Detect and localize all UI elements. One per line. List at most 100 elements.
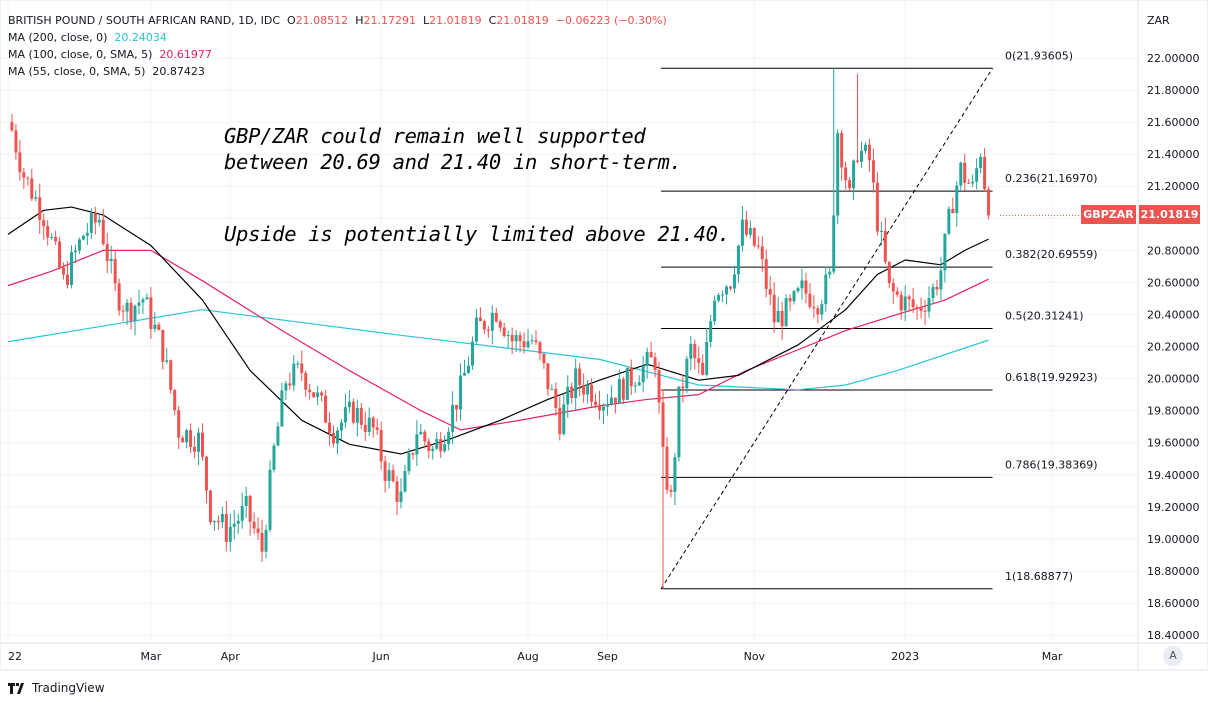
candle-body <box>149 297 153 329</box>
candle-body <box>312 392 316 398</box>
candle-body <box>280 390 284 427</box>
candle <box>482 319 486 335</box>
candle <box>236 513 240 534</box>
fibonacci-retracement[interactable]: 0(21.93605) 0.236(21.16970) 0.382(20.69559… <box>660 49 1098 590</box>
candle <box>899 290 903 320</box>
auto-scale-button[interactable]: A <box>1163 646 1183 666</box>
candle-body <box>316 392 320 398</box>
candle <box>701 354 705 376</box>
candle <box>570 382 574 404</box>
candle <box>216 515 220 530</box>
candle <box>284 380 288 400</box>
candle-body <box>10 122 14 131</box>
candle <box>578 362 582 397</box>
candle <box>729 285 733 291</box>
candle-body <box>645 352 649 366</box>
candle-body <box>447 431 451 445</box>
y-tick-label: 20.20000 <box>1147 341 1200 354</box>
candle-body <box>189 430 193 447</box>
ma100-line <box>7 249 989 431</box>
candle <box>189 423 193 453</box>
candle-body <box>355 408 359 423</box>
candle-body <box>768 289 772 295</box>
y-tick-label: 18.40000 <box>1147 629 1200 642</box>
candle <box>764 249 768 298</box>
candle <box>748 220 752 239</box>
candle-body <box>276 426 280 446</box>
candle-body <box>582 385 586 395</box>
candle <box>895 287 899 298</box>
candle-body <box>431 448 435 452</box>
candle-body <box>820 304 824 315</box>
candle-body <box>264 529 268 552</box>
indicator-ma55[interactable]: MA (55, close, 0, SMA, 5) 20.87423 <box>8 63 667 80</box>
candle-body <box>34 197 38 199</box>
candle <box>308 383 312 400</box>
candle <box>34 190 38 202</box>
candle-body <box>451 404 455 432</box>
candle <box>276 421 280 446</box>
candle-body <box>54 237 58 242</box>
candle <box>125 298 129 326</box>
candle <box>947 206 951 236</box>
candle <box>73 244 77 264</box>
ma55-line <box>7 206 989 455</box>
candle-body <box>943 233 947 271</box>
candle-body <box>625 367 629 400</box>
candle <box>637 375 641 386</box>
candle-body <box>633 385 637 387</box>
low-label: L <box>422 14 430 27</box>
candle <box>598 390 601 420</box>
candle <box>121 304 125 322</box>
open-value: 21.08512 <box>295 14 349 27</box>
candle-body <box>681 386 685 389</box>
candle <box>129 297 133 330</box>
candle-body <box>157 324 161 330</box>
candle-body <box>816 308 820 315</box>
candle <box>22 168 26 189</box>
candle <box>292 354 296 392</box>
annotation-line-2: between 20.69 and 21.40 in short-term. <box>224 150 682 174</box>
candle <box>609 385 613 406</box>
change-value: −0.06223 (−0.30%) <box>555 14 667 27</box>
indicator-ma100[interactable]: MA (100, close, 0, SMA, 5) 20.61977 <box>8 46 667 63</box>
candle-body <box>613 397 617 403</box>
indicator-ma200[interactable]: MA (200, close, 0) 20.24034 <box>8 29 667 46</box>
candle-body <box>459 375 463 410</box>
candle <box>705 327 709 377</box>
candle-body <box>77 239 81 251</box>
candle-body <box>661 402 665 447</box>
candle <box>955 181 959 227</box>
candle <box>963 153 967 191</box>
candle-body <box>435 439 439 449</box>
candle <box>403 464 407 493</box>
candle <box>332 425 336 448</box>
candle <box>812 295 816 318</box>
candle <box>665 437 669 495</box>
candle <box>891 278 895 304</box>
candle <box>574 358 578 411</box>
candle-body <box>605 404 609 407</box>
candle <box>339 419 343 440</box>
candle <box>550 384 554 390</box>
candle <box>359 402 363 430</box>
candle <box>232 509 236 540</box>
y-tick-label: 19.40000 <box>1147 469 1200 482</box>
candle-body <box>121 310 125 312</box>
candle-body <box>609 397 613 405</box>
candle <box>887 261 891 289</box>
candle-body <box>379 429 383 462</box>
tradingview-logo[interactable]: TradingView <box>8 681 105 695</box>
candle <box>546 363 550 396</box>
candle-body <box>919 307 923 311</box>
candle <box>423 429 427 449</box>
candle-body <box>165 360 169 362</box>
candle <box>324 389 328 424</box>
candle-body <box>284 383 288 391</box>
candle <box>89 208 93 240</box>
x-tick-label: Apr <box>221 650 241 663</box>
candle-body <box>463 372 467 376</box>
candle <box>288 372 292 390</box>
candle <box>459 363 463 421</box>
